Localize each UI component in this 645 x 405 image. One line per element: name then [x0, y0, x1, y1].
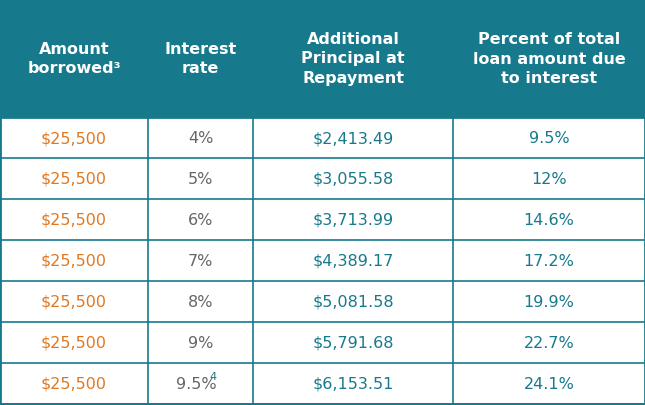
Text: 4%: 4% — [188, 131, 213, 146]
Text: 22.7%: 22.7% — [524, 335, 575, 350]
Text: 8%: 8% — [188, 294, 213, 309]
Text: $25,500: $25,500 — [41, 131, 107, 146]
Text: $6,153.51: $6,153.51 — [312, 376, 393, 391]
Bar — [0, 159, 645, 200]
Text: $25,500: $25,500 — [41, 172, 107, 187]
Text: 5%: 5% — [188, 172, 213, 187]
Text: Amount
borrowed³: Amount borrowed³ — [27, 41, 121, 76]
Text: $25,500: $25,500 — [41, 254, 107, 269]
Text: 9.5%: 9.5% — [176, 376, 217, 391]
Text: 19.9%: 19.9% — [524, 294, 575, 309]
Bar — [0, 200, 645, 241]
Text: $25,500: $25,500 — [41, 294, 107, 309]
Text: 9%: 9% — [188, 335, 213, 350]
Text: $4,389.17: $4,389.17 — [312, 254, 393, 269]
Text: Percent of total
loan amount due
to interest: Percent of total loan amount due to inte… — [473, 32, 626, 86]
Text: 6%: 6% — [188, 213, 213, 228]
Text: $3,713.99: $3,713.99 — [312, 213, 393, 228]
Text: 4: 4 — [210, 371, 217, 382]
Text: $5,081.58: $5,081.58 — [312, 294, 394, 309]
Text: 12%: 12% — [531, 172, 567, 187]
Bar — [0, 241, 645, 281]
Text: Interest
rate: Interest rate — [164, 41, 237, 76]
Text: $5,791.68: $5,791.68 — [312, 335, 393, 350]
Bar — [0, 363, 645, 404]
Text: $2,413.49: $2,413.49 — [312, 131, 393, 146]
Text: $25,500: $25,500 — [41, 213, 107, 228]
Text: 7%: 7% — [188, 254, 213, 269]
Text: 24.1%: 24.1% — [524, 376, 575, 391]
Bar — [0, 0, 645, 118]
Text: $25,500: $25,500 — [41, 376, 107, 391]
Bar — [0, 322, 645, 363]
Text: $25,500: $25,500 — [41, 335, 107, 350]
Text: 14.6%: 14.6% — [524, 213, 575, 228]
Text: 9.5%: 9.5% — [529, 131, 570, 146]
Text: $3,055.58: $3,055.58 — [312, 172, 393, 187]
Text: 17.2%: 17.2% — [524, 254, 575, 269]
Bar — [0, 281, 645, 322]
Text: Additional
Principal at
Repayment: Additional Principal at Repayment — [301, 32, 405, 86]
Bar — [0, 118, 645, 159]
